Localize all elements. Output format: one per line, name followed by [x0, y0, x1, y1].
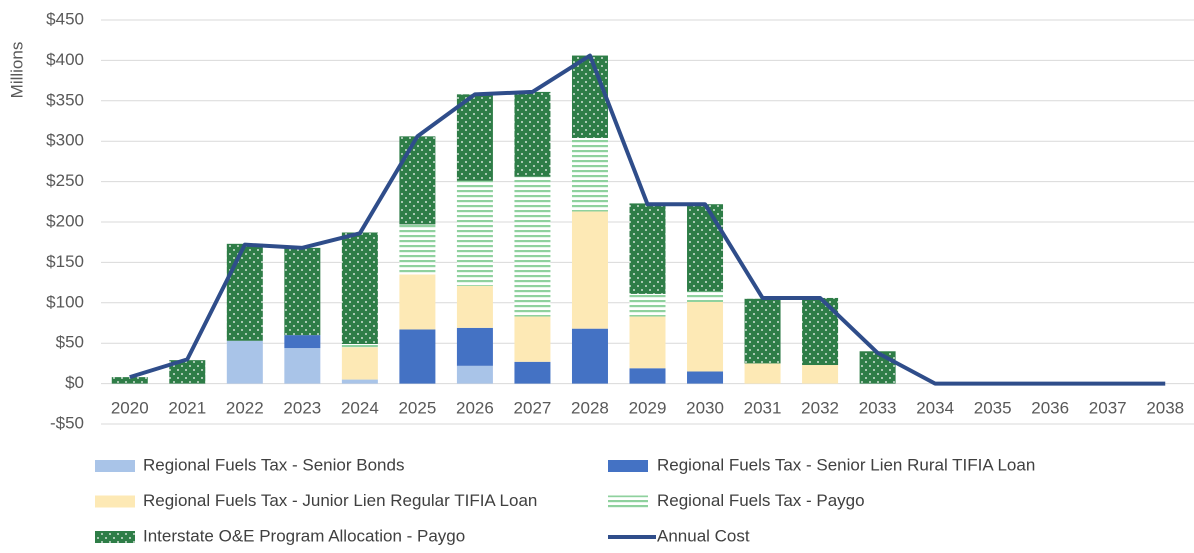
legend-marker	[608, 495, 648, 508]
bar-segment	[629, 368, 666, 384]
bar-segment	[399, 136, 436, 225]
bar-segment	[456, 327, 493, 366]
x-tick-label: 2020	[111, 398, 149, 417]
bar-segment	[571, 137, 608, 212]
y-tick-label: $150	[46, 252, 84, 271]
x-tick-label: 2035	[974, 398, 1012, 417]
bar-segment	[571, 55, 608, 138]
x-tick-label: 2026	[456, 398, 494, 417]
y-tick-label: $400	[46, 50, 84, 69]
y-tick-label: -$50	[50, 413, 84, 432]
bar-segment	[629, 316, 666, 369]
bar-segment	[284, 348, 321, 384]
x-tick-label: 2031	[744, 398, 782, 417]
bar-segment	[341, 347, 378, 380]
legend-label: Regional Fuels Tax - Junior Lien Regular…	[143, 491, 537, 510]
bar-segment	[744, 298, 781, 364]
bar-segment	[111, 377, 148, 384]
legend-label: Regional Fuels Tax - Senior Bonds	[143, 455, 404, 474]
bar-segment	[571, 328, 608, 384]
legend-marker	[95, 460, 135, 472]
bar-segment	[456, 180, 493, 286]
bar-segment	[514, 316, 551, 362]
bar-segment	[284, 335, 321, 349]
bar-segment	[514, 361, 551, 384]
legend-marker	[608, 460, 648, 472]
bar-segment	[456, 285, 493, 328]
bar-segment	[399, 224, 436, 275]
bar-segment	[169, 360, 206, 384]
bar-segment	[629, 203, 666, 294]
y-tick-label: $250	[46, 171, 84, 190]
bar-segment	[341, 344, 378, 348]
bar-segment	[399, 274, 436, 330]
x-tick-label: 2023	[283, 398, 321, 417]
bar-segment	[687, 204, 724, 292]
x-tick-label: 2021	[168, 398, 206, 417]
y-tick-label: $300	[46, 131, 84, 150]
x-tick-label: 2037	[1089, 398, 1127, 417]
x-tick-label: 2028	[571, 398, 609, 417]
bar-segment	[744, 363, 781, 384]
bar-segment	[341, 379, 378, 384]
x-tick-label: 2029	[629, 398, 667, 417]
y-tick-label: $450	[46, 9, 84, 28]
bar-segment	[802, 365, 839, 384]
x-tick-label: 2027	[514, 398, 552, 417]
bar-segment	[514, 91, 551, 177]
bar-segment	[859, 351, 896, 384]
legend-label: Annual Cost	[657, 526, 750, 545]
legend-marker	[95, 531, 135, 543]
y-tick-label: $50	[56, 333, 84, 352]
bar-segment	[571, 211, 608, 329]
x-tick-label: 2033	[859, 398, 897, 417]
legend-label: Interstate O&E Program Allocation - Payg…	[143, 526, 465, 545]
x-tick-label: 2025	[398, 398, 436, 417]
bar-segment	[687, 371, 724, 384]
x-tick-label: 2038	[1146, 398, 1184, 417]
x-tick-label: 2036	[1031, 398, 1069, 417]
bar-segment	[226, 340, 263, 384]
bar-segment	[456, 365, 493, 384]
y-tick-label: $350	[46, 90, 84, 109]
x-tick-label: 2032	[801, 398, 839, 417]
x-tick-label: 2022	[226, 398, 264, 417]
x-tick-label: 2024	[341, 398, 379, 417]
bar-segment	[399, 329, 436, 384]
bar-segment	[456, 94, 493, 181]
bar-segment	[629, 293, 666, 317]
y-tick-label: $200	[46, 211, 84, 230]
bar-segment	[687, 301, 724, 372]
x-tick-label: 2030	[686, 398, 724, 417]
bar-segment	[226, 243, 263, 341]
legend-label: Regional Fuels Tax - Senior Lien Rural T…	[657, 455, 1035, 474]
bar-segment	[341, 232, 378, 345]
y-tick-label: $0	[65, 373, 84, 392]
line	[129, 53, 1166, 386]
y-axis-title: Millions	[7, 42, 26, 99]
legend-marker	[95, 495, 135, 508]
legend-label: Regional Fuels Tax - Paygo	[657, 491, 865, 510]
bar-segment	[284, 247, 321, 336]
bar-segment	[687, 291, 724, 302]
bar-segment	[514, 176, 551, 317]
x-tick-label: 2034	[916, 398, 954, 417]
y-tick-label: $100	[46, 292, 84, 311]
